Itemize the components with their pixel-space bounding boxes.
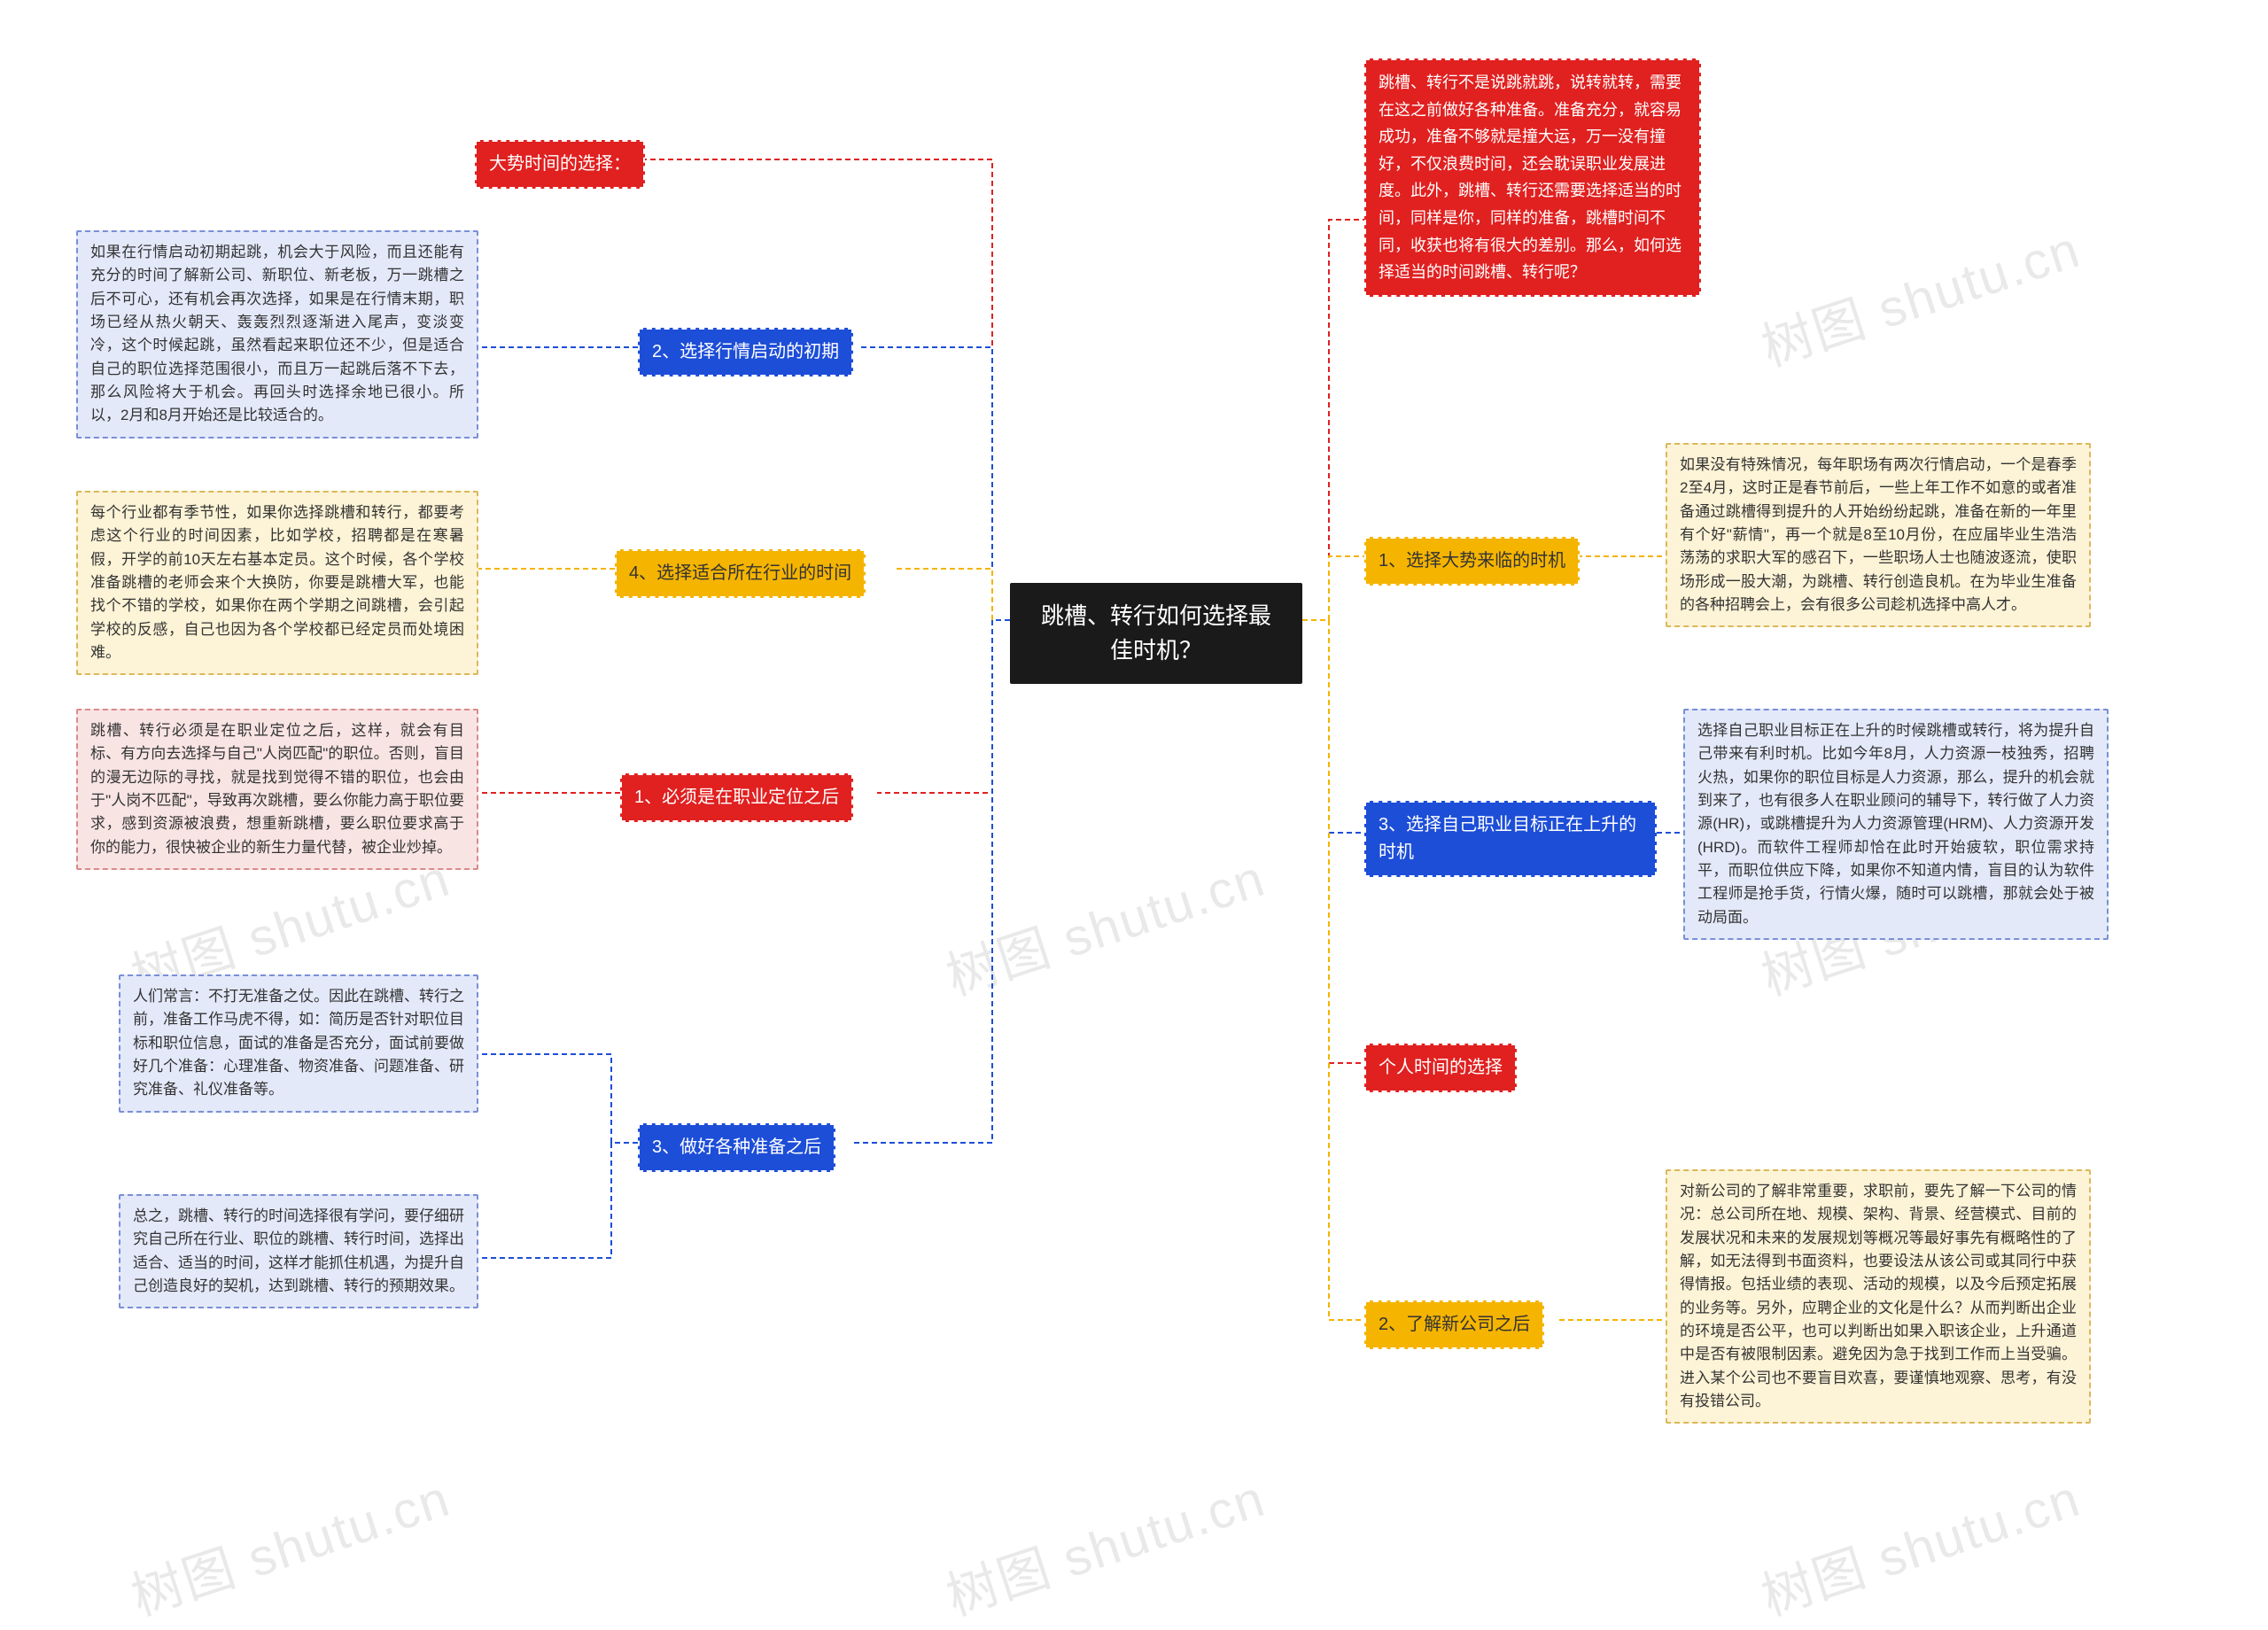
left-branch-early-start[interactable]: 2、选择行情启动的初期 (638, 328, 853, 376)
left-branch-after-positioning[interactable]: 1、必须是在职业定位之后 (620, 773, 853, 822)
watermark: 树图 shutu.cn (936, 836, 1273, 1009)
right-branch-know-company[interactable]: 2、了解新公司之后 (1364, 1300, 1544, 1349)
leaf-prep-1: 人们常言：不打无准备之仗。因此在跳槽、转行之前，准备工作马虎不得，如：简历是否针… (119, 974, 478, 1113)
leaf-industry-time: 每个行业都有季节性，如果你选择跳槽和转行，都要考虑这个行业的时间因素，比如学校，… (76, 491, 478, 675)
left-branch-industry-time[interactable]: 4、选择适合所在行业的时间 (615, 549, 866, 598)
watermark: 树图 shutu.cn (1751, 1456, 2088, 1629)
leaf-trend-timing: 如果没有特殊情况，每年职场有两次行情启动，一个是春季2至4月，这时正是春节前后，… (1666, 443, 2091, 627)
watermark: 树图 shutu.cn (936, 1456, 1273, 1629)
leaf-early-start: 如果在行情启动初期起跳，机会大于风险，而且还能有充分的时间了解新公司、新职位、新… (76, 230, 478, 439)
left-branch-trend-time[interactable]: 大势时间的选择： (475, 140, 645, 189)
right-branch-trend-timing[interactable]: 1、选择大势来临的时机 (1364, 537, 1580, 586)
leaf-career-rising: 选择自己职业目标正在上升的时候跳槽或转行，将为提升自己带来有利时机。比如今年8月… (1683, 709, 2109, 940)
watermark: 树图 shutu.cn (120, 1456, 458, 1629)
right-branch-career-rising[interactable]: 3、选择自己职业目标正在上升的时机 (1364, 801, 1657, 877)
leaf-after-positioning: 跳槽、转行必须是在职业定位之后，这样，就会有目标、有方向去选择与自己"人岗匹配"… (76, 709, 478, 870)
intro-text: 跳槽、转行不是说跳就跳，说转就转，需要在这之前做好各种准备。准备充分，就容易成功… (1364, 58, 1701, 297)
mindmap-canvas: 树图 shutu.cn 树图 shutu.cn 树图 shutu.cn 树图 s… (0, 0, 2268, 1608)
watermark: 树图 shutu.cn (1751, 207, 2088, 380)
leaf-know-company: 对新公司的了解非常重要，求职前，要先了解一下公司的情况：总公司所在地、规模、架构… (1666, 1169, 2091, 1424)
leaf-prep-2: 总之，跳槽、转行的时间选择很有学问，要仔细研究自己所在行业、职位的跳槽、转行时间… (119, 1194, 478, 1308)
right-branch-personal-time[interactable]: 个人时间的选择 (1364, 1044, 1517, 1092)
left-branch-after-prep[interactable]: 3、做好各种准备之后 (638, 1123, 835, 1172)
center-topic[interactable]: 跳槽、转行如何选择最佳时机？ (1010, 583, 1302, 684)
